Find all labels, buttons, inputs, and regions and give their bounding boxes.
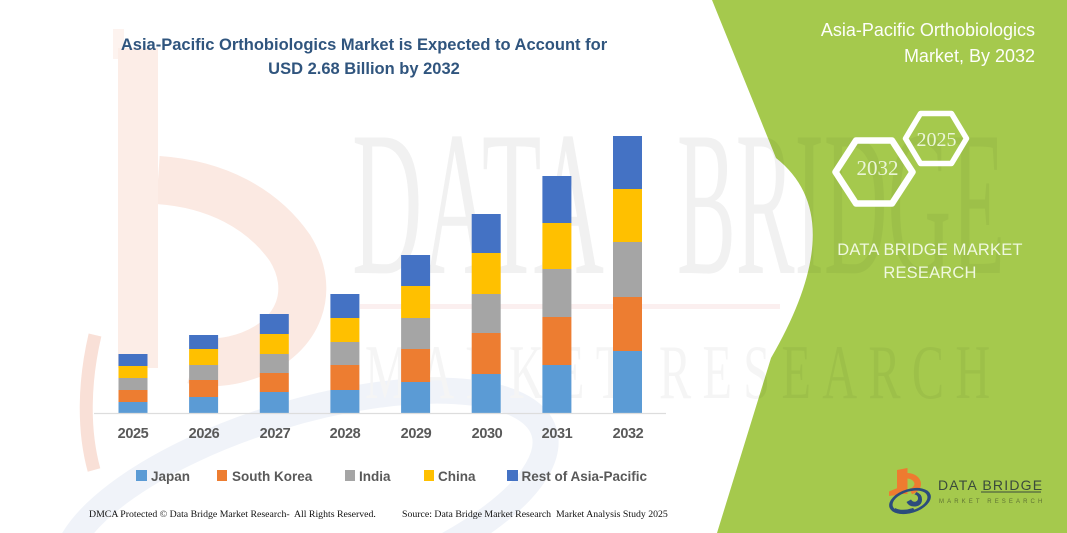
- svg-text:2025: 2025: [917, 129, 957, 151]
- svg-text:DATA BRIDGE: DATA BRIDGE: [938, 477, 1043, 493]
- svg-text:MARKET RESEARCH: MARKET RESEARCH: [939, 499, 1045, 505]
- svg-text:2032: 2032: [857, 156, 899, 180]
